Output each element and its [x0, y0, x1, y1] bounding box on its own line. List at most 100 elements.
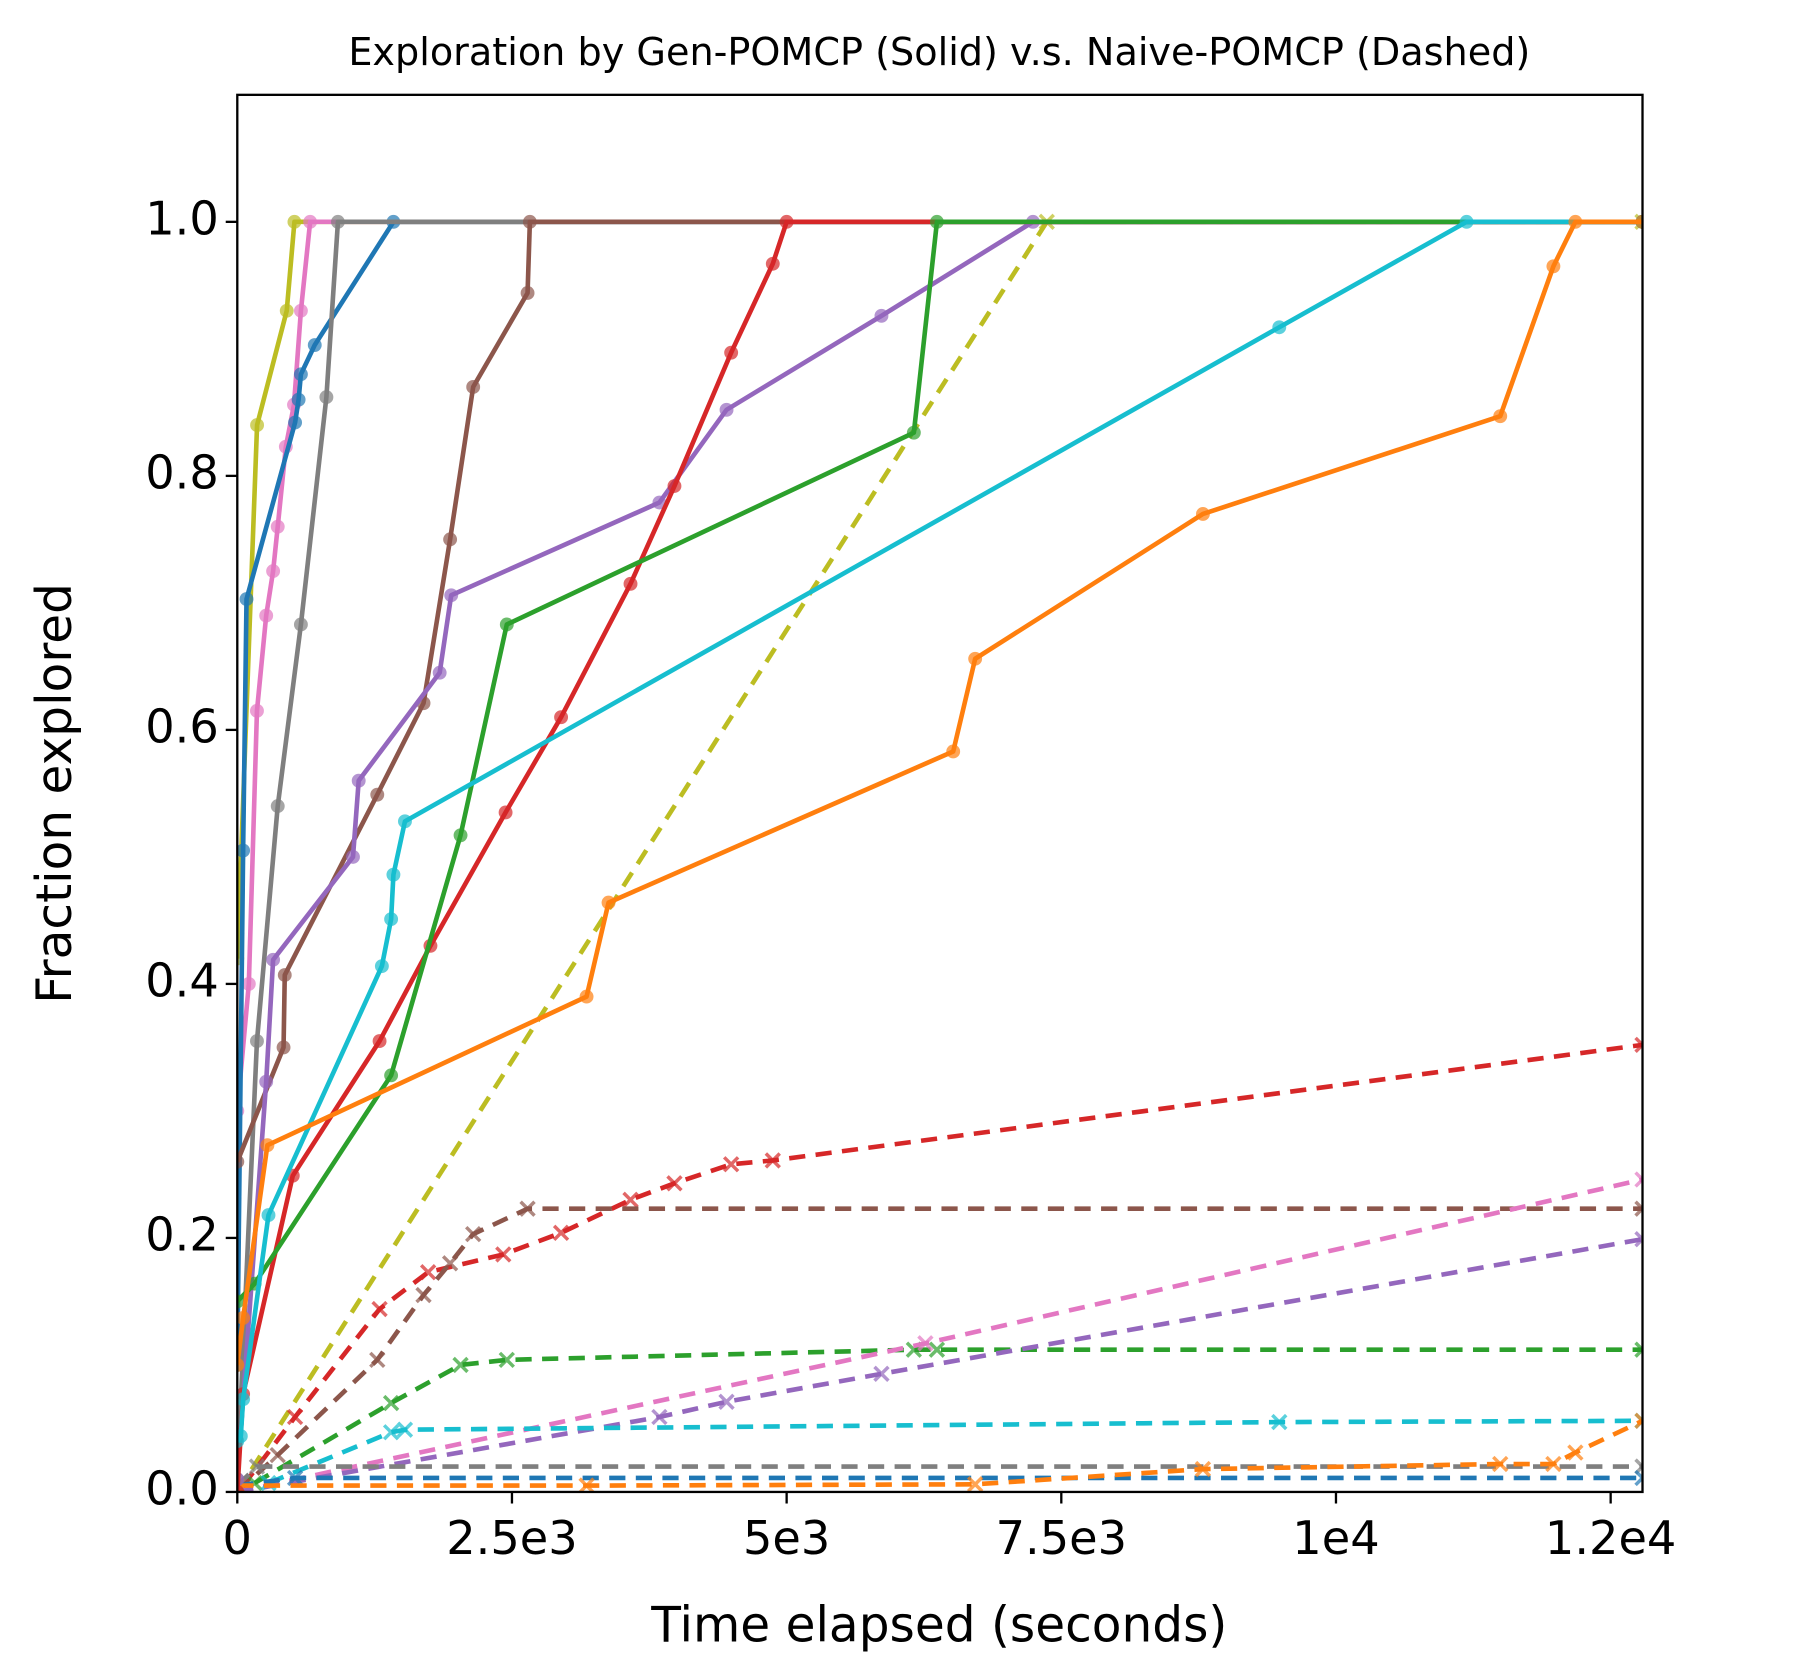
series-line	[237, 219, 1643, 1480]
point-marker	[237, 1358, 245, 1372]
chart-title: Exploration by Gen-POMCP (Solid) v.s. Na…	[348, 30, 1530, 74]
point-marker	[520, 286, 535, 300]
y-tick-label: 1.0	[145, 191, 219, 245]
point-marker	[370, 787, 385, 802]
point-marker	[269, 1446, 286, 1464]
point-marker	[1634, 1469, 1643, 1487]
point-marker	[498, 1351, 515, 1369]
point-marker	[1634, 1231, 1643, 1248]
point-marker	[1459, 214, 1474, 229]
series-line	[241, 1042, 1643, 1487]
point-marker	[293, 617, 308, 632]
point-marker	[239, 592, 254, 607]
point-marker	[552, 1224, 570, 1242]
series-line	[237, 1177, 1643, 1492]
point-marker	[372, 1034, 387, 1049]
point-marker	[764, 1152, 781, 1169]
point-marker	[250, 418, 265, 433]
series-line	[237, 1236, 1643, 1492]
point-marker	[652, 495, 667, 510]
point-marker	[1634, 1412, 1643, 1429]
point-marker	[382, 1424, 400, 1441]
point-marker	[279, 303, 294, 318]
series-line	[237, 219, 1643, 1480]
point-marker	[291, 392, 306, 407]
point-marker	[266, 564, 281, 579]
point-marker	[968, 651, 983, 666]
y-tick-label: 0.2	[145, 1207, 219, 1261]
point-marker	[719, 402, 734, 417]
y-tick-label: 0.8	[145, 445, 219, 499]
point-marker	[601, 895, 616, 910]
point-marker	[667, 479, 682, 493]
series-line	[237, 219, 1643, 1492]
point-marker	[303, 214, 318, 229]
point-marker	[351, 773, 366, 788]
x-axis-label: Time elapsed (seconds)	[650, 1597, 1227, 1653]
point-marker	[237, 1392, 251, 1407]
point-marker	[967, 1476, 984, 1492]
point-marker	[874, 308, 889, 323]
point-marker	[1194, 1460, 1212, 1478]
point-marker	[724, 345, 739, 360]
point-marker	[1568, 214, 1583, 229]
point-marker	[1545, 1455, 1562, 1473]
point-marker	[1634, 1036, 1643, 1054]
point-marker	[928, 1341, 946, 1358]
point-marker	[873, 1365, 890, 1382]
point-marker	[250, 703, 264, 718]
point-marker	[666, 1175, 683, 1192]
point-marker	[495, 1246, 512, 1263]
point-marker	[623, 576, 638, 591]
point-marker	[465, 1225, 482, 1243]
x-tick-label: 2.5e3	[446, 1511, 577, 1565]
point-marker	[371, 1300, 388, 1318]
point-marker	[237, 1294, 245, 1309]
series-line	[237, 1206, 1643, 1492]
point-marker	[519, 1200, 536, 1217]
point-marker	[499, 617, 514, 632]
point-marker	[718, 1393, 735, 1410]
point-marker	[277, 968, 292, 982]
series-line	[237, 219, 1643, 1443]
point-marker	[779, 214, 794, 229]
point-marker	[651, 1408, 668, 1426]
x-tick-label: 1e4	[1292, 1511, 1379, 1565]
point-marker	[443, 532, 458, 547]
point-marker	[466, 380, 481, 394]
point-marker	[330, 214, 345, 229]
x-tick-label: 5e3	[743, 1511, 830, 1565]
point-marker	[917, 1335, 934, 1352]
point-marker	[288, 415, 303, 430]
point-marker	[1195, 507, 1210, 521]
point-marker	[906, 425, 921, 440]
point-marker	[270, 799, 285, 814]
point-marker	[259, 608, 274, 623]
point-marker	[522, 214, 537, 229]
point-marker	[261, 1208, 276, 1223]
point-marker	[453, 828, 468, 843]
point-marker	[578, 1477, 595, 1492]
point-marker	[386, 867, 401, 882]
point-marker	[1634, 1341, 1643, 1358]
point-marker	[419, 1264, 437, 1281]
point-marker	[286, 1469, 304, 1487]
point-marker	[374, 959, 389, 974]
series-line	[237, 219, 1643, 1492]
point-marker	[396, 1421, 414, 1438]
series-line	[237, 219, 1643, 1366]
point-marker	[1493, 409, 1508, 424]
point-marker	[276, 1040, 291, 1055]
point-marker	[579, 989, 594, 1004]
point-marker	[722, 1156, 740, 1173]
point-marker	[554, 710, 569, 725]
point-marker	[286, 1408, 304, 1426]
point-marker	[307, 338, 322, 352]
point-marker	[319, 390, 334, 405]
point-marker	[1492, 1455, 1509, 1473]
point-marker	[241, 976, 256, 991]
series-line	[237, 219, 1643, 1163]
x-tick-label: 7.5e3	[996, 1511, 1127, 1565]
